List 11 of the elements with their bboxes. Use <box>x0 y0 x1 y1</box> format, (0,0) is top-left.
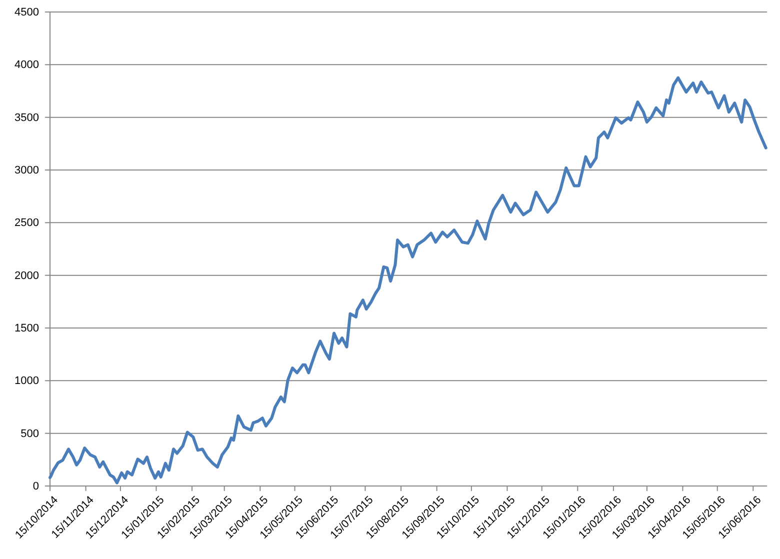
y-tick-label: 4500 <box>14 6 39 19</box>
y-tick-label: 3000 <box>14 164 39 177</box>
y-tick-label: 0 <box>32 480 39 493</box>
line-series <box>48 76 768 484</box>
y-tick-label: 2500 <box>14 217 39 230</box>
y-tick-label: 1000 <box>14 375 39 388</box>
y-tick-label: 3500 <box>14 112 39 124</box>
y-tick-label: 500 <box>20 428 39 440</box>
y-tick-label: 4000 <box>14 59 39 72</box>
y-tick-label: 2000 <box>14 270 39 282</box>
y-tick-label: 1500 <box>14 322 39 335</box>
